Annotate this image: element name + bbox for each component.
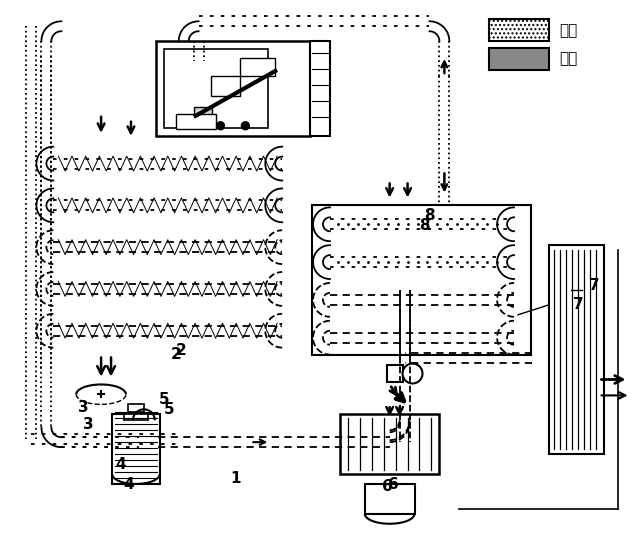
Bar [124, 415, 148, 420]
Bar [310, 41, 330, 136]
Text: 气态: 气态 [559, 23, 577, 38]
Text: 8: 8 [419, 218, 430, 233]
Text: 8: 8 [424, 208, 435, 223]
Bar [312, 205, 531, 355]
Text: 6: 6 [382, 480, 393, 495]
Text: 3: 3 [83, 417, 94, 432]
Text: 液态: 液态 [559, 52, 577, 67]
Bar [387, 365, 403, 382]
Bar [211, 76, 241, 96]
Text: 4: 4 [116, 457, 126, 472]
Circle shape [403, 364, 422, 384]
Text: 2: 2 [170, 347, 181, 362]
Text: 5: 5 [164, 402, 175, 417]
Text: 3: 3 [78, 400, 88, 415]
Text: 2: 2 [176, 342, 186, 357]
Bar [112, 415, 160, 484]
Bar [365, 484, 415, 514]
Bar [176, 114, 216, 129]
Bar [164, 49, 268, 128]
Text: 7: 7 [573, 297, 584, 312]
Bar [194, 107, 212, 119]
Bar [489, 19, 549, 41]
Bar [489, 48, 549, 70]
Text: 6: 6 [388, 477, 399, 492]
Text: 1: 1 [230, 472, 241, 487]
Bar [156, 41, 310, 136]
Bar [549, 245, 604, 454]
Bar [340, 415, 440, 474]
Bar [241, 58, 275, 76]
Circle shape [241, 122, 250, 130]
Text: 5: 5 [159, 392, 169, 407]
Circle shape [216, 122, 225, 130]
Text: 4: 4 [123, 477, 134, 492]
Bar [128, 405, 144, 412]
Text: 7: 7 [589, 278, 599, 293]
